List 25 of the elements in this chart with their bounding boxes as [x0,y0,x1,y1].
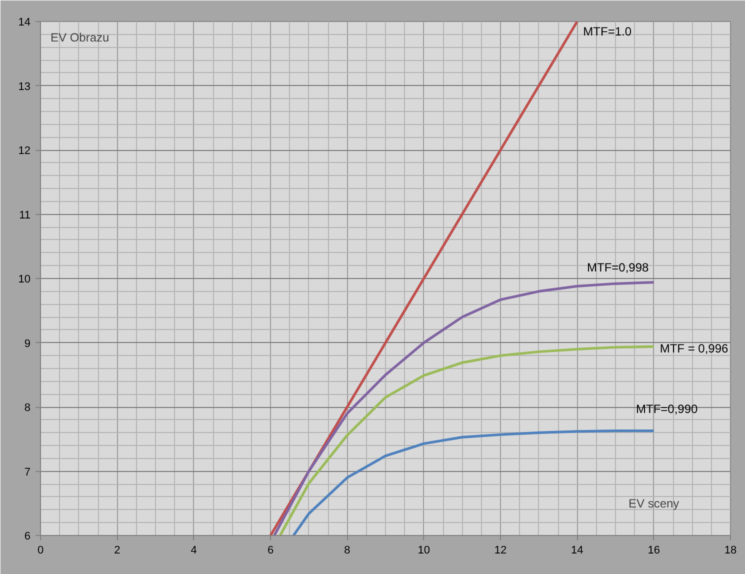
x-tick-label: 6 [267,544,274,556]
series-label: MTF=0,990 [636,402,698,416]
y-tick-label: 11 [19,209,31,222]
y-tick-label: 14 [18,16,31,28]
x-tick-label: 4 [190,544,197,556]
x-tick-label: 2 [114,544,120,556]
x-tick-label: 0 [37,544,44,556]
y-tick-label: 6 [24,530,31,542]
y-tick-label: 12 [18,145,31,157]
x-tick-label: 12 [494,544,507,556]
x-tick-label: 18 [724,544,737,556]
y-axis-title: EV Obrazu [50,30,110,44]
x-axis-title: EV sceny [628,496,680,510]
x-tick-label: 8 [344,544,350,556]
y-tick-label: 8 [24,402,31,414]
x-tick-label: 16 [648,544,660,556]
y-tick-label: 7 [24,466,31,478]
series-label: MTF=0,998 [586,260,650,274]
x-tick-label: 10 [418,544,430,556]
series-label: MTF = 0,996 [660,342,729,356]
y-tick-label: 13 [18,80,31,93]
x-tick-label: 14 [571,544,584,556]
series-label: MTF=1.0 [583,24,632,38]
y-tick-label: 9 [24,338,31,350]
y-tick-label: 10 [18,274,31,286]
